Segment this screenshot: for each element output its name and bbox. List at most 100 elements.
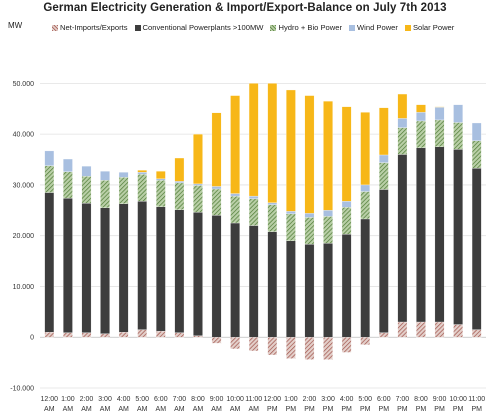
bar-segment [360, 218, 370, 338]
bar-segment [193, 185, 203, 213]
bar-segment [286, 211, 296, 215]
bar-segment [286, 240, 296, 338]
bar-segment [341, 337, 352, 353]
bar-segment [453, 149, 463, 325]
x-tick-label-period: PM [341, 406, 352, 413]
y-tick-label: 10.000 [13, 284, 35, 291]
bar-segment [434, 321, 445, 338]
bar-segment [378, 189, 389, 333]
bar-segment [434, 119, 445, 148]
bar-segment [397, 118, 408, 128]
x-tick-label-time: 9:00 [210, 396, 224, 403]
x-tick-label-time: 11:00 [468, 396, 485, 403]
bar-segment [211, 337, 222, 344]
bar-segment [155, 330, 166, 338]
bar-segment [341, 106, 352, 202]
bar-segment [434, 146, 445, 323]
bar-segment [360, 337, 370, 346]
y-tick-label: 0 [30, 335, 34, 342]
x-tick-label-period: PM [304, 406, 315, 413]
bars [44, 83, 482, 360]
bar-segment [118, 172, 129, 178]
bar-segment [100, 207, 110, 334]
legend-label: Hydro + Bio Power [278, 23, 342, 32]
bar-segment [44, 192, 55, 333]
legend-label: Net-Imports/Exports [60, 23, 128, 32]
x-tick-label-time: 10:00 [449, 396, 467, 403]
bar-segment [267, 83, 278, 203]
bar-segment [100, 333, 110, 338]
bar-segment [230, 337, 240, 350]
bar-segment [397, 127, 408, 155]
bar-segment [471, 329, 482, 338]
bar-segment [44, 331, 55, 338]
bar-segment [174, 157, 185, 182]
bar-segment [63, 332, 73, 338]
bar-segment [137, 201, 147, 330]
bar-segment [341, 201, 352, 208]
bar-segment [323, 210, 333, 217]
bar-segment [378, 154, 389, 163]
legend-entry: Wind Power [349, 23, 398, 32]
y-tick-label: 50.000 [13, 81, 35, 88]
x-tick-label-time: 7:00 [396, 396, 410, 403]
bar-segment [211, 112, 222, 187]
bar-segment [81, 165, 92, 177]
bar-segment [63, 171, 73, 199]
x-tick-label-time: 3:00 [321, 396, 335, 403]
bar-segment [323, 243, 333, 338]
bar-segment [304, 337, 315, 360]
legend-entry: Conventional Powerplants >100MW [134, 23, 264, 32]
bar-segment [118, 177, 129, 204]
bar-segment [471, 168, 482, 330]
bar-segment [397, 321, 408, 338]
bar-segment [193, 212, 203, 336]
x-tick-label-period: PM [471, 406, 482, 413]
bar-segment [137, 174, 147, 202]
bar-segment [230, 222, 240, 338]
bar-segment [248, 225, 259, 338]
legend-label: Conventional Powerplants >100MW [142, 23, 264, 32]
bar-segment [323, 101, 333, 211]
bar-segment [155, 180, 166, 207]
bar-segment [174, 182, 185, 210]
bar-segment [286, 213, 296, 241]
bar-segment [323, 216, 333, 244]
x-tick-label-time: 1:00 [61, 396, 75, 403]
legend: Net-Imports/Exports Conventional Powerpla… [52, 23, 454, 32]
x-tick-label-time: 6:00 [377, 396, 391, 403]
bar-segment [434, 106, 445, 108]
legend-swatch [52, 24, 58, 31]
legend-swatch [349, 24, 355, 31]
x-tick-label-time: 10:00 [226, 396, 244, 403]
bar-segment [341, 207, 352, 235]
bar-segment [155, 178, 166, 181]
bar-segment [155, 171, 166, 179]
x-tick-label-period: AM [156, 406, 167, 413]
bar-segment [174, 332, 185, 338]
bar-segment [137, 170, 147, 173]
x-tick-label-time: 4:00 [117, 396, 131, 403]
legend-entry: Solar Power [404, 23, 454, 32]
x-tick-label-time: 5:00 [135, 396, 149, 403]
bar-segment [193, 335, 203, 338]
x-tick-label-time: 8:00 [191, 396, 205, 403]
x-tick-label-period: AM [100, 406, 111, 413]
x-tick-label-time: 5:00 [358, 396, 372, 403]
bar-segment [248, 198, 259, 226]
bar-segment [118, 203, 129, 333]
y-axis-ticks: -10.000 0 10.000 20.000 30.000 40.000 50.000 [10, 81, 34, 393]
x-tick-label-period: PM [397, 406, 408, 413]
bar-segment [416, 104, 426, 113]
bar-segment [248, 195, 259, 199]
x-tick-label-period: AM [137, 406, 148, 413]
bar-segment [100, 171, 110, 181]
x-tick-label-period: PM [360, 406, 371, 413]
bar-segment [44, 165, 55, 193]
bar-segment [416, 112, 426, 122]
x-tick-label-time: 3:00 [98, 396, 112, 403]
bar-segment [267, 231, 278, 338]
x-tick-label-time: 1:00 [284, 396, 298, 403]
bar-segment [416, 120, 426, 149]
bar-segment [81, 332, 92, 338]
